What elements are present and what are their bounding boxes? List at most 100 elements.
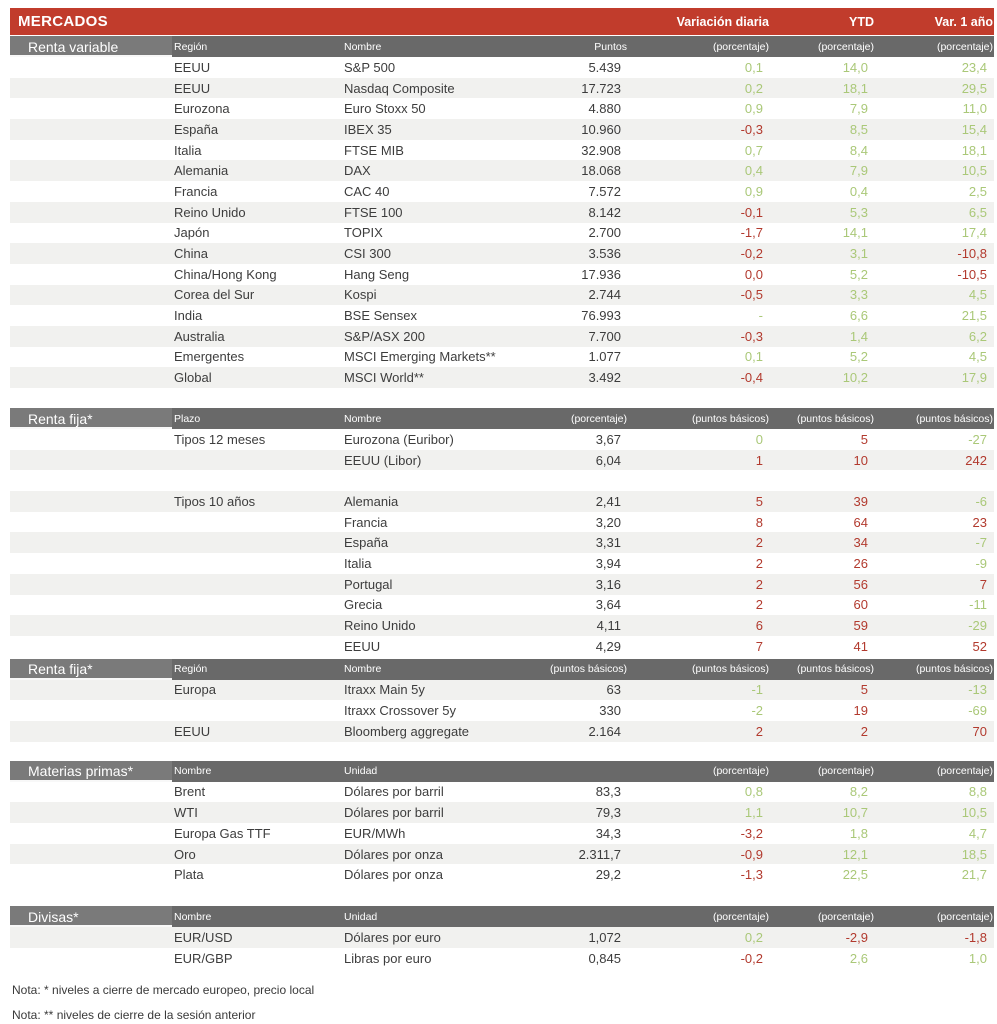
table-row: Italia 3,94 2 26 -9 [10,553,994,574]
cell-unidad: Libras por euro [344,950,432,966]
cell-region: EEUU [174,59,211,75]
section-header-row: Renta fija* Región Nombre (puntos básicos) (… [10,658,994,680]
cell-ytd: 2,6 [849,950,868,966]
cell-var-1-ano: 6,5 [968,204,987,220]
column-header-metric-2: (porcentaje) [712,910,769,923]
cell-ytd: 10,7 [842,805,868,821]
cell-var-1-ano: -10,5 [957,266,987,282]
cell-var-diaria: -0,1 [740,204,763,220]
column-header-metric-1: (puntos básicos) [549,663,627,676]
column-header-plazo: Plazo [174,412,201,425]
cell-ytd: 5 [860,682,868,698]
column-header-metric-4: (porcentaje) [936,40,993,53]
column-header-metric-3: (puntos básicos) [796,412,874,425]
report-title: MERCADOS [18,13,108,30]
cell-value: 32.908 [581,142,621,158]
cell-value: 3,16 [595,576,621,592]
cell-var-1-ano: 15,4 [961,121,987,137]
cell-ytd: 10 [853,452,868,468]
cell-var-diaria: 2 [755,576,763,592]
column-header-metric-2: (porcentaje) [712,765,769,778]
cell-var-1-ano: 21,7 [961,867,987,883]
cell-var-diaria: -3,2 [740,825,763,841]
section-renta-fija-tipos: Renta fija* Plazo Nombre (porcentaje) (punto… [10,408,997,657]
cell-value: 6,04 [595,452,621,468]
cell-var-diaria: -2 [751,703,763,719]
cell-region: España [174,121,219,137]
cell-var-1-ano: -10,8 [957,246,987,262]
cell-var-diaria: 0,1 [744,349,763,365]
table-row: EUR/GBP Libras por euro 0,845 -0,2 2,6 1,0 [10,947,994,969]
cell-nombre: S&P/ASX 200 [344,328,425,344]
title-bar: MERCADOS Variación diaria YTD Var. 1 año [10,8,994,35]
cell-nombre: Hang Seng [344,266,410,282]
table-row: Portugal 3,16 2 56 7 [10,573,994,595]
cell-value: 0,845 [588,950,621,966]
cell-ytd: 12,1 [842,846,868,862]
column-header-nombre: Nombre [344,412,382,425]
cell-ytd: 60 [853,597,868,613]
cell-unidad: Dólares por barril [344,784,444,800]
table-row: EEUU (Libor) 6,04 1 10 242 [10,449,994,471]
section-label: Renta variable [10,36,172,57]
cell-plazo: Tipos 10 años [174,493,256,509]
cell-ytd: 5,2 [849,266,868,282]
cell-ytd: 8,4 [849,142,868,158]
column-header-nombre: Nombre [344,663,382,676]
table-row: Europa Itraxx Main 5y 63 -1 5 -13 [10,679,994,701]
cell-value: 3.492 [588,370,621,386]
column-header-nombre: Nombre [344,40,382,53]
table-row: Francia 3,20 8 64 23 [10,511,994,533]
cell-var-diaria: 0,1 [744,59,763,75]
column-header-region: Región [174,40,208,53]
cell-var-1-ano: -6 [975,493,987,509]
cell-var-diaria: 0 [755,431,763,447]
table-row: Europa Gas TTF EUR/MWh 34,3 -3,2 1,8 4,7 [10,823,994,844]
table-row: EEUU S&P 500 5.439 0,1 14,0 23,4 [10,57,994,78]
cell-var-1-ano: 17,9 [961,370,987,386]
column-header-unidad: Unidad [344,765,378,778]
cell-ytd: 19 [853,703,868,719]
cell-var-diaria: -0,2 [740,246,763,262]
cell-var-1-ano: -7 [975,535,987,551]
section-renta-fija-credito: Renta fija* Región Nombre (puntos básicos) (… [10,658,997,742]
cell-ytd: 0,4 [849,183,868,199]
cell-ytd: -2,9 [845,929,868,945]
cell-var-1-ano: 11,0 [962,101,987,117]
cell-region: China [174,246,208,262]
cell-var-1-ano: -69 [968,703,987,719]
cell-var-1-ano: 10,5 [961,163,987,179]
cell-value: 79,3 [595,805,621,821]
cell-ytd: 3,1 [849,246,868,262]
cell-var-1-ano: 4,5 [968,287,987,303]
table-row: Reino Unido FTSE 100 8.142 -0,1 5,3 6,5 [10,201,994,223]
cell-value: 7.572 [588,183,621,199]
table-row: Eurozona Euro Stoxx 50 4.880 0,9 7,9 11,0 [10,98,994,120]
column-header-metric-4: (puntos básicos) [915,412,993,425]
cell-value: 7.700 [588,328,621,344]
cell-var-diaria: -0,5 [740,287,763,303]
cell-var-diaria: 0,4 [744,163,763,179]
column-header-metric-4: (porcentaje) [936,910,993,923]
cell-var-1-ano: -1,8 [964,929,987,945]
cell-var-1-ano: 2,5 [968,183,987,199]
table-row: EUR/USD Dólares por euro 1,072 0,2 -2,9 -1,8 [10,927,994,948]
cell-var-diaria: 7 [755,638,763,654]
cell-ytd: 26 [853,555,868,571]
cell-value: 3,94 [595,555,621,571]
cell-ytd: 2 [860,723,868,739]
cell-nombre: Nasdaq Composite [344,80,455,96]
column-header-region: Región [174,663,208,676]
column-header-metric-2: (puntos básicos) [691,663,769,676]
cell-ytd: 8,2 [849,784,868,800]
cell-var-diaria: 0,2 [744,80,763,96]
cell-region: Reino Unido [174,204,246,220]
cell-ytd: 56 [853,576,868,592]
cell-region: EEUU [174,723,211,739]
cell-nombre: Kospi [344,287,377,303]
cell-nombre: Portugal [344,576,393,592]
cell-nombre: Itraxx Crossover 5y [344,703,456,719]
cell-nombre: Itraxx Main 5y [344,682,425,698]
cell-value: 10.960 [581,121,621,137]
cell-region: Italia [174,142,202,158]
